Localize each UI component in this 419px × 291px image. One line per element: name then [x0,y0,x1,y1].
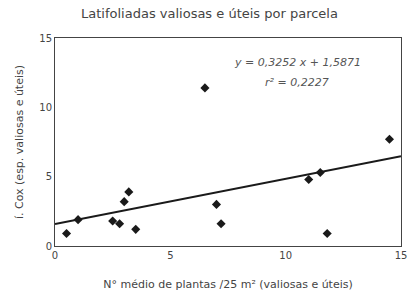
svg-text:0: 0 [52,250,58,261]
svg-text:r² = 0,2227: r² = 0,2227 [265,76,329,89]
svg-text:5: 5 [167,250,173,261]
svg-text:Latifoliadas valiosas e úteis: Latifoliadas valiosas e úteis por parcel… [81,6,338,21]
svg-text:15: 15 [39,33,52,44]
svg-text:5: 5 [46,171,52,182]
svg-text:15: 15 [395,250,408,261]
svg-text:0: 0 [46,241,52,252]
svg-text:y = 0,3252 x + 1,5871: y = 0,3252 x + 1,5871 [234,56,361,69]
svg-text:10: 10 [279,250,292,261]
svg-text:N° médio de plantas /25 m² (va: N° médio de plantas /25 m² (valiosas e ú… [103,278,353,291]
svg-text:í. Cox (esp. valiosas e úteis): í. Cox (esp. valiosas e úteis) [13,65,26,219]
svg-text:10: 10 [39,102,52,113]
